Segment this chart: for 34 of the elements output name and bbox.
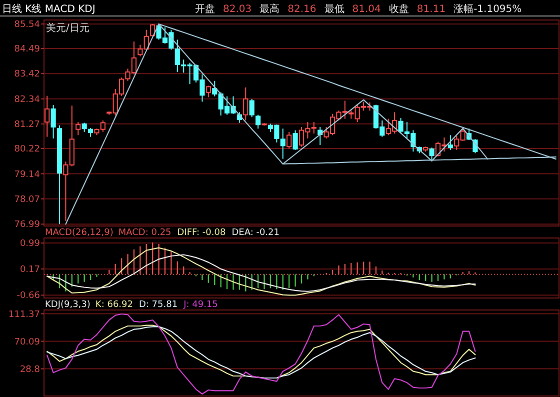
y-tick-label: 111.37	[8, 310, 40, 320]
text: 82.16	[288, 4, 316, 15]
text: 最低	[324, 4, 344, 15]
text: DEA: -0.21	[232, 228, 280, 238]
text: J: 49.15	[182, 300, 218, 310]
chart-title: 日线 K线 MACD KDJ	[2, 3, 96, 15]
y-tick-label: 80.22	[14, 144, 40, 155]
text: 收盘	[388, 3, 409, 15]
y-tick-label: 83.42	[14, 70, 40, 80]
text: 81.04	[352, 4, 381, 15]
y-tick-label: 28.8	[20, 364, 40, 375]
text: 最高	[260, 3, 280, 15]
y-tick-label: 70.09	[14, 337, 40, 348]
text: D: 75.81	[138, 300, 178, 310]
y-tick-label: 82.34	[14, 94, 40, 105]
series-label: MACD: 0.25	[118, 228, 172, 238]
y-tick-label: 0.99	[20, 239, 40, 250]
series-label: DIFF: -0.08	[177, 228, 226, 238]
y-tick-label: 79.14	[14, 170, 40, 180]
y-tick-label: 78.07	[14, 194, 40, 205]
text: 81.11	[416, 4, 446, 15]
y-axis-title: 美元/日元	[46, 22, 90, 34]
text: 涨幅-1.1095%	[454, 3, 522, 15]
chart-title: KDJ(9,3,3)	[45, 300, 90, 310]
y-tick-label: 81.27	[14, 120, 40, 130]
y-tick-label: 0.17	[20, 264, 40, 275]
chart-title: MACD(26,12,9)	[45, 228, 114, 238]
text: 82.03	[223, 4, 252, 15]
y-tick-label: 85.54	[14, 20, 40, 30]
y-tick-label: 84.49	[14, 44, 40, 55]
series-label: K: 66.92	[95, 300, 133, 310]
text: 开盘	[195, 3, 215, 15]
y-tick-label: -0.66	[16, 291, 40, 302]
y-tick-label: 76.99	[14, 220, 40, 230]
